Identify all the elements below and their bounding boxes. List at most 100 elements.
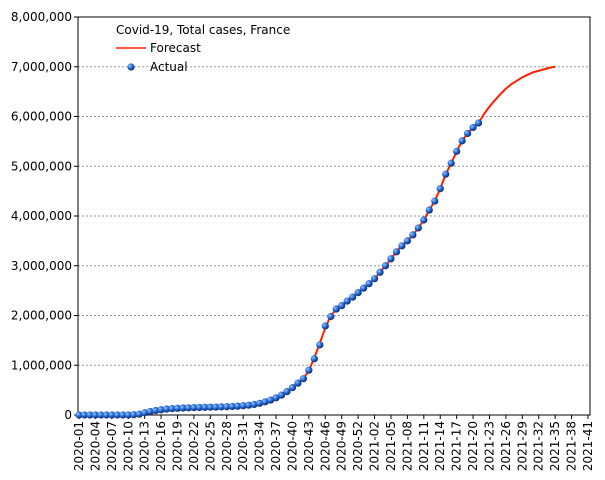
data-point — [414, 224, 422, 232]
y-tick-label: 0 — [64, 408, 72, 422]
x-tick-label: 2021-08 — [400, 421, 414, 471]
data-point — [184, 404, 193, 412]
data-point — [458, 137, 466, 145]
data-point — [75, 411, 83, 419]
data-point — [212, 403, 220, 411]
x-tick-label: 2020-52 — [351, 421, 365, 471]
data-point — [447, 159, 455, 167]
x-tick-label: 2021-14 — [433, 421, 447, 471]
data-point — [310, 355, 318, 363]
y-tick-label: 1,000,000 — [11, 358, 72, 372]
data-point — [392, 248, 401, 256]
x-tick-label: 2021-05 — [384, 421, 398, 471]
data-point — [343, 297, 351, 305]
x-tick-label: 2020-43 — [302, 421, 316, 471]
y-tick-label: 4,000,000 — [11, 209, 72, 223]
data-point — [256, 399, 264, 407]
data-point — [463, 129, 472, 138]
x-tick-label: 2020-49 — [335, 421, 349, 471]
data-point — [217, 403, 225, 411]
forecast-line — [79, 65, 556, 416]
x-tick-label: 2020-16 — [154, 421, 168, 471]
data-point — [272, 394, 280, 402]
data-point — [206, 403, 214, 411]
data-point — [398, 242, 406, 250]
data-point — [234, 402, 242, 410]
data-point — [168, 405, 176, 413]
data-point — [420, 216, 428, 224]
x-tick-label: 2020-01 — [72, 421, 86, 471]
data-point — [102, 411, 110, 419]
data-point — [431, 197, 439, 205]
data-point — [283, 388, 291, 396]
x-tick-label: 2020-10 — [121, 421, 135, 471]
x-tick-label: 2021-17 — [450, 421, 464, 471]
y-tick-label: 3,000,000 — [11, 259, 72, 273]
x-tick-label: 2021-38 — [565, 421, 579, 471]
x-tick-label: 2020-25 — [203, 421, 217, 471]
grid — [74, 16, 590, 419]
chart-title: Covid-19, Total cases, France — [116, 23, 290, 37]
data-point — [370, 275, 379, 283]
data-point — [332, 305, 340, 313]
x-tick-label: 2020-04 — [88, 421, 102, 471]
data-point — [403, 237, 411, 245]
x-tick-label: 2021-11 — [417, 421, 431, 471]
data-point — [327, 312, 335, 321]
data-point — [316, 341, 324, 349]
data-point — [201, 403, 209, 411]
y-tick-label: 6,000,000 — [11, 110, 72, 124]
data-point — [86, 411, 94, 419]
data-point — [360, 284, 368, 292]
x-tick-label: 2021-26 — [499, 421, 513, 471]
x-tick-label: 2020-31 — [236, 421, 250, 471]
data-point — [157, 406, 165, 414]
legend: Covid-19, Total cases, France Forecast Ac… — [116, 23, 290, 74]
x-tick-label: 2021-23 — [482, 421, 496, 471]
data-point — [277, 391, 286, 399]
data-point — [124, 411, 132, 419]
data-point — [294, 379, 302, 387]
y-tick-label: 5,000,000 — [11, 159, 72, 173]
x-tick-label: 2020-34 — [253, 421, 267, 471]
x-tick-label: 2021-29 — [515, 421, 529, 471]
x-tick-label: 2021-35 — [548, 421, 562, 471]
x-tick-label: 2021-41 — [581, 421, 595, 471]
data-point — [321, 322, 329, 330]
data-point — [223, 403, 231, 411]
data-point — [261, 398, 269, 406]
data-point — [245, 401, 253, 409]
data-point — [288, 384, 297, 392]
x-tick-label: 2020-07 — [105, 421, 119, 471]
x-tick-label: 2020-46 — [318, 421, 332, 471]
data-point — [173, 404, 182, 412]
data-point — [162, 405, 171, 413]
data-point — [141, 409, 149, 417]
x-tick-label: 2020-13 — [138, 421, 152, 471]
data-point — [91, 411, 100, 419]
data-point — [469, 123, 477, 132]
x-tick-label: 2021-02 — [368, 421, 382, 471]
x-tick-label: 2020-37 — [269, 421, 283, 471]
data-point — [119, 411, 127, 419]
x-tick-label: 2021-32 — [532, 421, 546, 471]
x-tick-label: 2020-19 — [171, 421, 185, 471]
x-tick-label: 2020-28 — [220, 421, 234, 471]
data-point — [195, 403, 204, 412]
legend-swatch — [127, 63, 135, 71]
data-point — [179, 404, 187, 412]
data-point — [152, 406, 160, 415]
data-point — [250, 400, 258, 409]
data-point — [97, 411, 105, 419]
data-point — [442, 170, 450, 178]
data-point — [425, 206, 433, 214]
marks — [75, 65, 556, 419]
plot-frame — [77, 16, 591, 416]
data-point — [338, 301, 346, 310]
data-point — [266, 396, 275, 404]
data-point — [387, 255, 395, 263]
data-point — [376, 268, 384, 276]
data-point — [113, 411, 121, 419]
data-point — [409, 231, 417, 239]
